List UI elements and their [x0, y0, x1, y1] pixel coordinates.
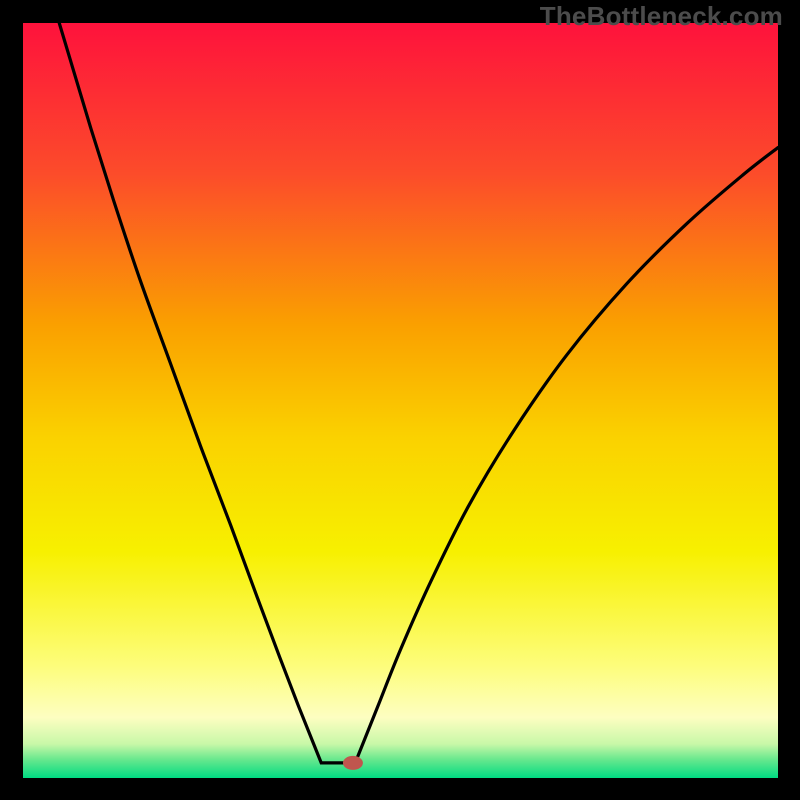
- gradient-background: [23, 23, 778, 778]
- watermark-text: TheBottleneck.com: [540, 1, 783, 32]
- chart-svg: [23, 23, 778, 778]
- optimal-point-marker: [343, 756, 363, 770]
- chart-frame: [23, 23, 778, 778]
